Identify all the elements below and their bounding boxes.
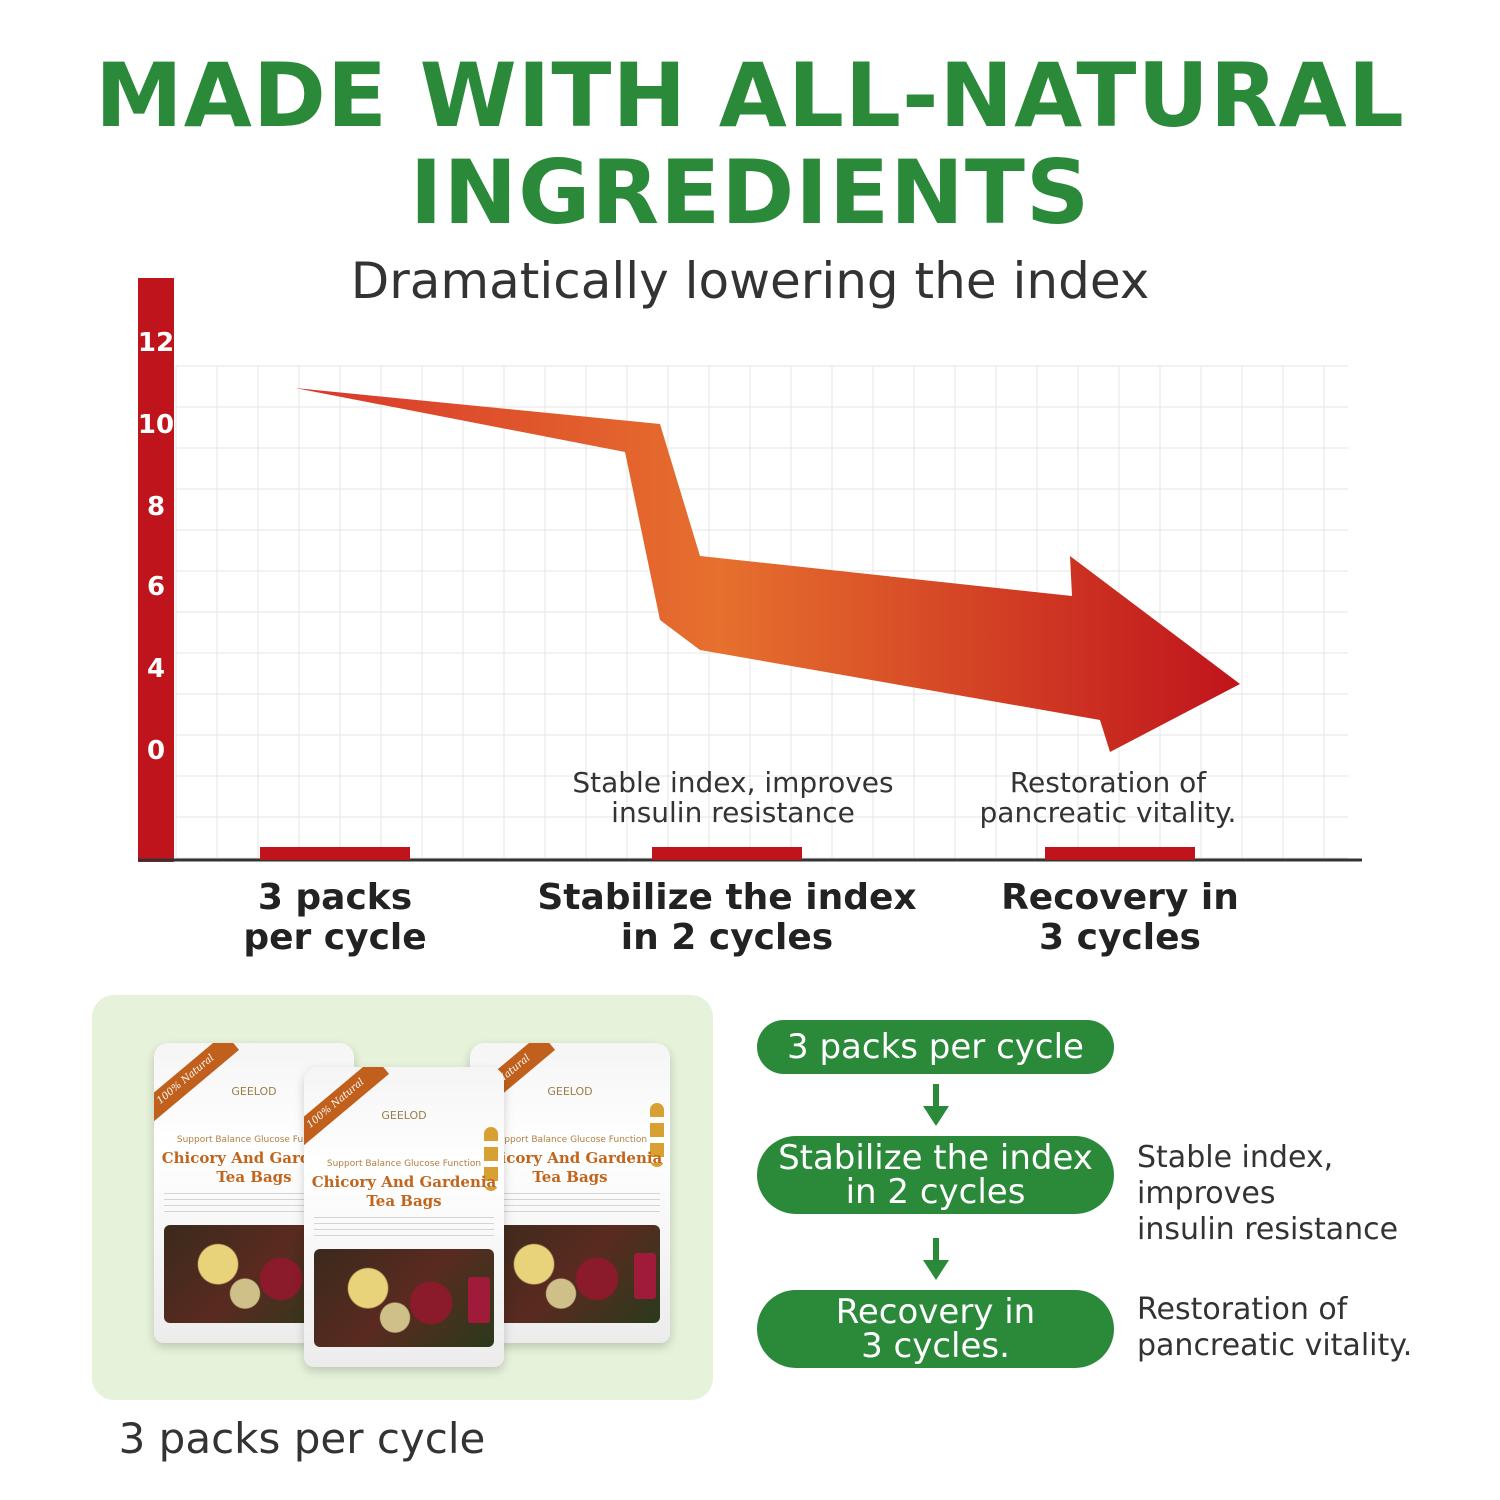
y-tick-label: 10 [137, 410, 175, 440]
chart-annotation-line: Restoration of [1009, 766, 1207, 799]
flow-note-step-2: Stable index, improves insulin resistanc… [1137, 1140, 1477, 1248]
flow-step-1-line-1: 3 packs per cycle [787, 1027, 1084, 1067]
category-marker [652, 847, 802, 860]
y-axis-bar [138, 278, 174, 862]
flow-step-2-line-1: Stabilize the index [778, 1138, 1093, 1178]
chart-annotation-line: Stable index, improves [572, 766, 894, 799]
category-label: Stabilize the index in 2 cycles [527, 878, 927, 958]
pack-tea-window [480, 1225, 660, 1323]
category-label-line: Recovery in [1001, 877, 1239, 918]
pack-name-line-1: Chicory And Gardenia [161, 1149, 347, 1167]
pack-name-line-2: Tea Bags [366, 1192, 442, 1210]
category-label: 3 packs per cycle [135, 878, 535, 958]
category-label: Recovery in 3 cycles [920, 878, 1320, 958]
chart-annotation: Stable index, improves insulin resistance [553, 768, 913, 828]
category-marker [260, 847, 410, 860]
index-chart [138, 278, 1362, 862]
pack-tagline: Support Balance Glucose Function [176, 1135, 332, 1145]
category-label-line: 3 packs [257, 877, 413, 918]
headline-line-1: MADE WITH ALL-NATURAL [95, 44, 1405, 147]
category-label-line: 3 cycles [1039, 917, 1201, 958]
category-label-line: per cycle [243, 917, 427, 958]
headline-line-2: INGREDIENTS [409, 141, 1091, 244]
pack-name: Chicory And Gardenia Tea Bags [154, 1149, 354, 1187]
down-arrow-icon [923, 1084, 949, 1126]
flow-step-2-line-2: in 2 cycles [845, 1172, 1026, 1212]
flow-step-3-line-1: Recovery in [835, 1292, 1036, 1332]
down-arrow-icon [923, 1238, 949, 1280]
y-tick-label: 8 [146, 492, 166, 522]
category-marker [1045, 847, 1195, 860]
pack-tagline: Support Balance Glucose Function [326, 1159, 482, 1169]
pack-name-line-1: Chicory And Gardenia [311, 1173, 497, 1191]
flow-note-step-3: Restoration of pancreatic vitality. [1137, 1292, 1477, 1364]
pack-brand: GEELOD [547, 1085, 593, 1098]
chart-annotation-line: pancreatic vitality. [979, 796, 1237, 829]
trend-arrow [295, 388, 1240, 752]
y-tick-label: 4 [146, 654, 166, 684]
pack-side-label [468, 1277, 490, 1323]
y-tick-label: 0 [146, 736, 166, 766]
product-caption: 3 packs per cycle [118, 1414, 486, 1463]
category-markers [260, 847, 1195, 860]
chart-title: Dramatically lowering the index [350, 252, 1150, 310]
pack-tagline: Support Balance Glucose Function [492, 1135, 648, 1145]
flow-step-2: Stabilize the index in 2 cycles [757, 1136, 1114, 1214]
pack-brand: GEELOD [381, 1109, 427, 1122]
pack-tea-window [314, 1249, 494, 1347]
pack-name: Chicory And Gardenia Tea Bags [470, 1149, 670, 1187]
y-tick-label: 12 [137, 328, 175, 358]
flow-step-3: Recovery in 3 cycles. [757, 1290, 1114, 1368]
flow-note-3-line-2: pancreatic vitality. [1137, 1328, 1413, 1363]
flow-step-1: 3 packs per cycle [757, 1020, 1114, 1074]
category-label-line: Stabilize the index [537, 877, 917, 918]
tea-pack-center: 100% Natural GEELOD Support Balance Gluc… [304, 1067, 504, 1367]
pack-brand: GEELOD [231, 1085, 277, 1098]
pack-name-line-1: Chicory And Gardenia [477, 1149, 663, 1167]
category-label-line: in 2 cycles [620, 917, 834, 958]
pack-badges [484, 1127, 498, 1191]
chart-annotation: Restoration of pancreatic vitality. [928, 768, 1288, 828]
flow-note-2-line-2: insulin resistance [1137, 1212, 1399, 1247]
flow-note-3-line-1: Restoration of [1137, 1292, 1348, 1327]
pack-fine-print [314, 1217, 494, 1241]
chart-annotation-line: insulin resistance [611, 796, 855, 829]
pack-side-label [634, 1253, 656, 1299]
pack-name-line-2: Tea Bags [532, 1168, 608, 1186]
flow-note-2-line-1: Stable index, improves [1137, 1140, 1334, 1211]
pack-name: Chicory And Gardenia Tea Bags [304, 1173, 504, 1211]
y-tick-label: 6 [146, 572, 166, 602]
pack-fine-print [480, 1193, 660, 1217]
flow-step-3-line-2: 3 cycles. [861, 1326, 1010, 1366]
product-panel: 100% Natural GEELOD Support Balance Gluc… [92, 995, 713, 1400]
pack-name-line-2: Tea Bags [216, 1168, 292, 1186]
pack-badges [650, 1103, 664, 1167]
